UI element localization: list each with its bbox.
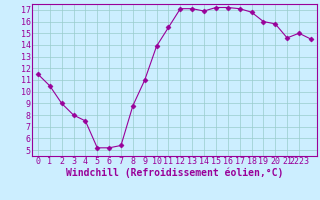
X-axis label: Windchill (Refroidissement éolien,°C): Windchill (Refroidissement éolien,°C) [66, 168, 283, 178]
